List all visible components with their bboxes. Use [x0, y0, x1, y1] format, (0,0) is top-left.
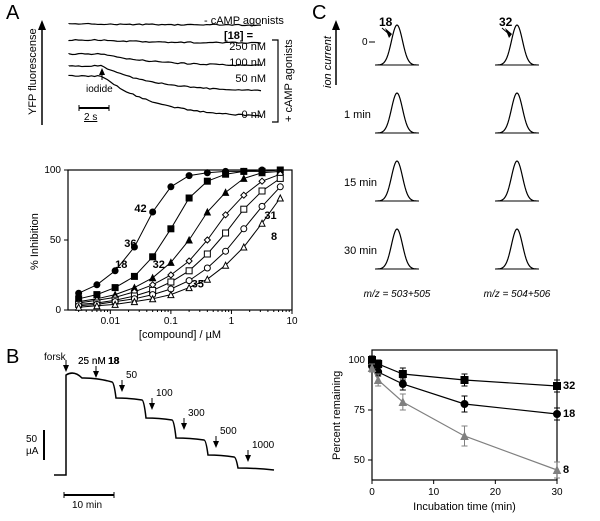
panel-label-a: A: [6, 2, 19, 25]
svg-text:250 nM: 250 nM: [229, 41, 266, 53]
svg-text:m/z = 503+505: m/z = 503+505: [364, 289, 431, 300]
svg-text:8: 8: [563, 464, 569, 476]
svg-text:300: 300: [188, 408, 205, 419]
svg-text:50: 50: [126, 370, 138, 381]
svg-text:0: 0: [369, 487, 375, 498]
figure-root: A B C YFP fluorescenseiodide2 s- cAMP ag…: [0, 0, 600, 521]
svg-text:YFP fluorescense: YFP fluorescense: [27, 28, 39, 115]
svg-text:0 nM: 0 nM: [242, 109, 266, 121]
svg-text:36: 36: [124, 238, 136, 250]
svg-text:1 min: 1 min: [344, 109, 371, 121]
panel-c-chart: 50 75 100 0 10 20 30 Percent remaining Incubatio…: [322, 340, 592, 515]
svg-text:% Inhibition: % Inhibition: [29, 213, 41, 270]
svg-text:10: 10: [428, 487, 440, 498]
svg-text:32: 32: [153, 259, 165, 271]
svg-text:ion current: ion current: [322, 35, 334, 88]
svg-text:42: 42: [134, 203, 146, 215]
svg-text:1: 1: [229, 316, 235, 327]
svg-text:15 min: 15 min: [344, 177, 377, 189]
panel-label-b: B: [6, 346, 19, 369]
svg-text:18: 18: [108, 356, 120, 367]
svg-text:[compound] / µM: [compound] / µM: [139, 329, 221, 341]
svg-text:50: 50: [26, 434, 38, 445]
svg-text:31: 31: [264, 210, 276, 222]
svg-text:10 min: 10 min: [72, 500, 102, 511]
svg-text:100: 100: [44, 165, 61, 176]
svg-text:32: 32: [563, 380, 575, 392]
svg-text:0.1: 0.1: [164, 316, 178, 327]
svg-text:10: 10: [286, 316, 298, 327]
svg-text:50: 50: [354, 455, 366, 466]
svg-text:25 nM: 25 nM: [78, 356, 106, 367]
svg-text:32: 32: [499, 15, 513, 29]
svg-text:0.01: 0.01: [101, 316, 121, 327]
svg-text:50 nM: 50 nM: [235, 73, 266, 85]
svg-text:m/z = 504+506: m/z = 504+506: [484, 289, 551, 300]
svg-text:Percent remaining: Percent remaining: [331, 371, 343, 460]
panel-c-peaks: ion current 18 32 0 1 min 15 min 30 min m/z = 5…: [322, 10, 592, 330]
svg-text:500: 500: [220, 426, 237, 437]
svg-text:100: 100: [156, 388, 173, 399]
svg-text:µA: µA: [26, 446, 39, 457]
panel-a-chart: 0 50 100 % Inhibition 0.01 0.1 1 10 [compound] /…: [24, 160, 304, 340]
svg-text:18: 18: [563, 408, 575, 420]
svg-text:0: 0: [55, 305, 61, 316]
svg-text:iodide: iodide: [86, 84, 113, 95]
svg-text:35: 35: [192, 279, 204, 291]
svg-text:75: 75: [354, 405, 366, 416]
svg-text:forsk: forsk: [44, 352, 67, 363]
svg-text:30 min: 30 min: [344, 245, 377, 257]
svg-text:18: 18: [115, 259, 127, 271]
svg-text:100: 100: [348, 355, 365, 366]
panel-a-traces: YFP fluorescense iodide 2 s - cAMP agonists…: [24, 10, 304, 150]
svg-text:0: 0: [362, 37, 368, 48]
svg-text:30: 30: [551, 487, 563, 498]
svg-text:- cAMP agonists: - cAMP agonists: [204, 15, 284, 27]
svg-text:20: 20: [490, 487, 502, 498]
svg-text:1000: 1000: [252, 440, 275, 451]
svg-text:100 nM: 100 nM: [229, 57, 266, 69]
panel-b-trace: forsk25 nM 1850100300500100050µA10 min18…: [24, 360, 304, 515]
svg-text:+ cAMP agonists: + cAMP agonists: [283, 39, 295, 122]
svg-text:Incubation time (min): Incubation time (min): [413, 501, 516, 513]
svg-text:18: 18: [379, 15, 393, 29]
svg-text:50: 50: [50, 235, 62, 246]
svg-text:8: 8: [271, 231, 277, 243]
svg-text:2 s: 2 s: [84, 112, 97, 123]
